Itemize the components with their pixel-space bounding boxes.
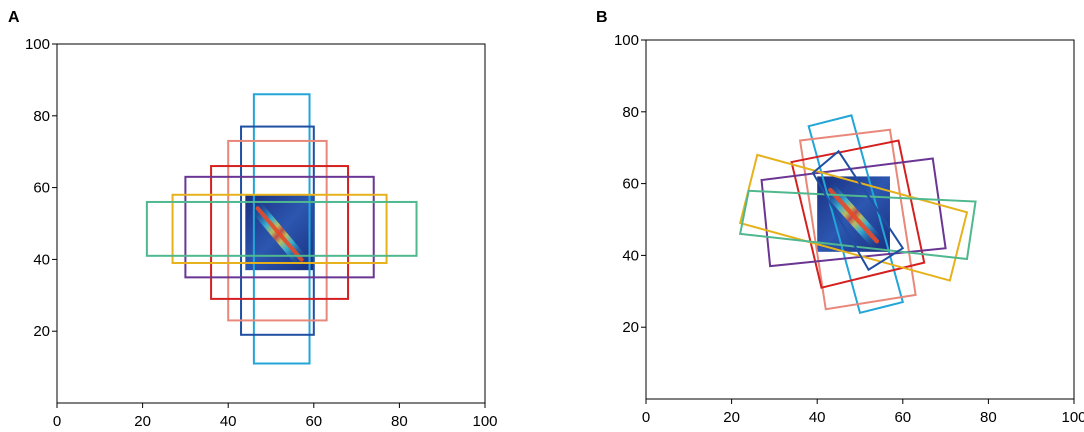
y-tick-label: 100 [614, 32, 639, 49]
x-axis: 0 20 40 60 80 100 [642, 409, 1084, 426]
bounding-box [790, 139, 926, 289]
panel-b: B 0 20 40 60 80 100 20 40 60 80 100 [596, 9, 1084, 426]
heatmap-image [817, 176, 890, 254]
y-tick-label: 60 [33, 180, 50, 197]
y-tick-label: 20 [622, 319, 639, 336]
bounding-box [210, 165, 350, 300]
x-tick-label: 80 [980, 409, 997, 426]
x-axis: 0 20 40 60 80 100 [53, 413, 498, 430]
y-tick-label: 80 [33, 108, 50, 125]
x-tick-label: 100 [1061, 409, 1084, 426]
bounding-box [145, 200, 418, 257]
y-tick-label: 40 [622, 247, 639, 264]
x-tick-label: 80 [391, 413, 408, 430]
bounding-boxes [738, 114, 977, 315]
bounding-box [171, 193, 388, 264]
x-tick-label: 40 [809, 409, 826, 426]
y-axis: 20 40 60 80 100 [614, 32, 639, 336]
x-tick-label: 60 [305, 413, 322, 430]
x-tick-label: 40 [220, 413, 237, 430]
heatmap-diagonal-core [255, 206, 304, 262]
heatmap-diagonal-core [828, 187, 880, 244]
plot-frame [56, 43, 486, 404]
x-tick-label: 0 [642, 409, 650, 426]
y-tick-label: 100 [25, 36, 50, 53]
bounding-box [738, 189, 977, 261]
bounding-box [184, 175, 375, 279]
x-tick-label: 20 [134, 413, 151, 430]
x-tick-label: 100 [472, 413, 497, 430]
x-tick-label: 60 [894, 409, 911, 426]
y-tick-label: 40 [33, 251, 50, 268]
bounding-box [227, 139, 328, 322]
x-tick-label: 0 [53, 413, 61, 430]
plot-frame [645, 39, 1075, 400]
bounding-boxes [145, 93, 418, 365]
x-tick-label: 20 [723, 409, 740, 426]
y-tick-label: 20 [33, 323, 50, 340]
bounding-box [240, 125, 315, 336]
tick-marks [52, 43, 486, 408]
bounding-box [252, 93, 311, 365]
y-tick-label: 80 [622, 104, 639, 121]
y-axis: 20 40 60 80 100 [25, 36, 50, 340]
tick-marks [641, 39, 1075, 404]
bounding-box [798, 128, 917, 311]
panel-a: A 0 20 40 60 80 100 20 40 60 80 100 [8, 9, 498, 430]
panel-label-a: A [8, 9, 20, 26]
bounding-box [811, 149, 905, 272]
heatmap-image [245, 194, 314, 271]
y-tick-label: 60 [622, 176, 639, 193]
panel-label-b: B [596, 9, 608, 26]
